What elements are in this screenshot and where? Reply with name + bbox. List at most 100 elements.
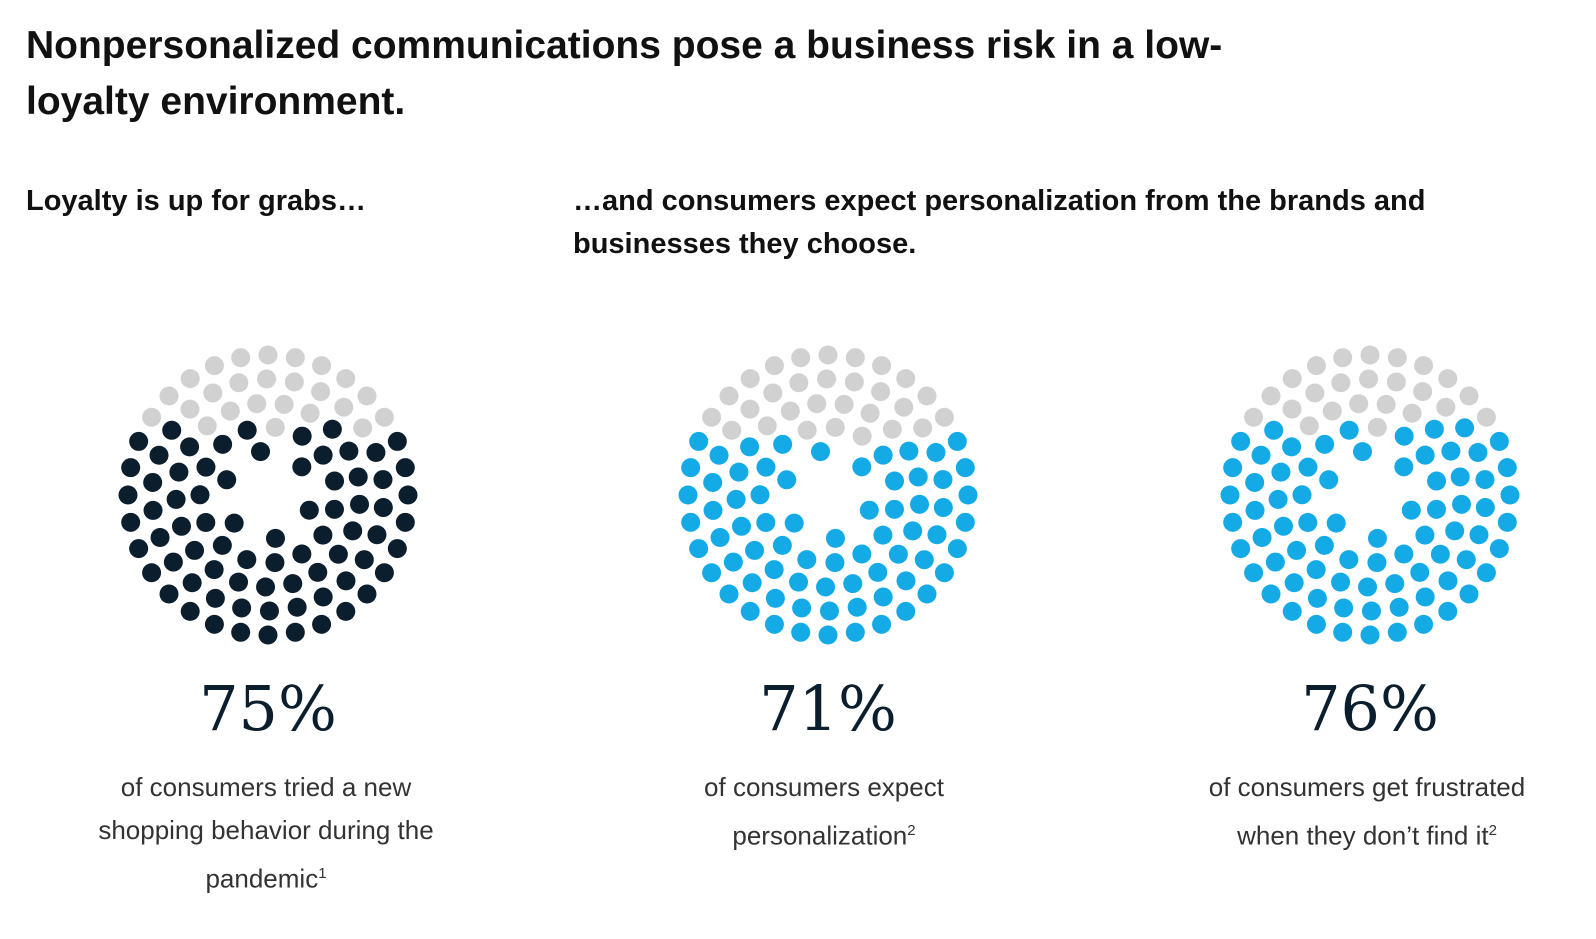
- footnote-marker: 1: [318, 865, 327, 882]
- dot-filled: [1427, 471, 1447, 491]
- dot-empty: [852, 426, 872, 446]
- dot-filled: [212, 535, 232, 555]
- dot-filled: [196, 512, 216, 532]
- dot-filled: [1292, 485, 1312, 505]
- dot-filled: [1459, 584, 1479, 604]
- dot-filled: [322, 419, 342, 439]
- dot-filled: [818, 625, 838, 645]
- dot-empty: [844, 372, 864, 392]
- dot-filled: [232, 598, 252, 618]
- dot-empty: [825, 417, 845, 437]
- dot-filled: [121, 512, 141, 532]
- dot-empty: [797, 420, 817, 440]
- dot-filled: [325, 471, 345, 491]
- dot-filled: [847, 597, 867, 617]
- dot-filled: [1394, 426, 1414, 446]
- dot-empty: [757, 416, 777, 436]
- caption-text: of consumers expect personalization: [704, 772, 944, 851]
- dot-filled: [204, 560, 224, 580]
- dot-filled: [251, 442, 271, 462]
- dot-filled: [256, 577, 276, 597]
- dot-filled: [852, 457, 872, 477]
- dot-empty: [1386, 372, 1406, 392]
- dot-filled: [1414, 614, 1434, 634]
- dot-filled: [283, 574, 303, 594]
- dot-filled: [868, 562, 888, 582]
- dot-filled: [710, 527, 730, 547]
- dot-filled: [1331, 572, 1351, 592]
- dot-empty: [1402, 403, 1422, 423]
- dot-empty: [374, 407, 394, 427]
- dot-filled: [387, 539, 407, 559]
- dot-filled: [1475, 470, 1495, 490]
- dot-empty: [860, 403, 880, 423]
- dot-filled: [1306, 560, 1326, 580]
- dot-empty: [722, 420, 742, 440]
- dot-filled: [689, 539, 709, 559]
- dot-empty: [1360, 345, 1380, 365]
- dot-filled: [1358, 577, 1378, 597]
- dot-filled: [190, 485, 210, 505]
- dot-filled: [689, 431, 709, 451]
- dot-filled: [336, 571, 356, 591]
- dot-filled: [1326, 513, 1346, 533]
- dot-filled: [1353, 442, 1373, 462]
- dot-filled: [819, 601, 839, 621]
- dot-filled: [756, 512, 776, 532]
- dot-filled: [308, 562, 328, 582]
- dot-filled: [1455, 418, 1475, 438]
- dot-empty: [917, 386, 937, 406]
- dot-filled: [312, 614, 332, 634]
- dot-filled: [955, 512, 975, 532]
- dot-filled: [1426, 499, 1446, 519]
- dot-filled: [678, 485, 698, 505]
- dot-filled: [1231, 539, 1251, 559]
- dot-empty: [1438, 369, 1458, 389]
- dot-filled: [1361, 601, 1381, 621]
- dot-empty: [740, 399, 760, 419]
- dot-empty: [258, 345, 278, 365]
- dot-filled: [825, 553, 845, 573]
- dot-filled: [292, 426, 312, 446]
- dot-filled: [1456, 550, 1476, 570]
- dot-filled: [723, 552, 743, 572]
- dot-filled: [852, 544, 872, 564]
- dot-filled: [765, 588, 785, 608]
- dot-empty: [1387, 348, 1407, 368]
- dot-filled: [1339, 550, 1359, 570]
- footnote-marker: 2: [907, 822, 916, 839]
- dot-filled: [681, 458, 701, 478]
- dot-filled: [896, 571, 916, 591]
- dot-filled: [1245, 500, 1265, 520]
- dot-empty: [1359, 369, 1379, 389]
- dot-filled: [1415, 525, 1435, 545]
- stat-caption-1: of consumers tried a new shopping behavi…: [66, 766, 466, 901]
- dot-empty: [142, 407, 162, 427]
- dot-filled: [398, 485, 418, 505]
- dot-filled: [811, 442, 831, 462]
- subheading-loyalty: Loyalty is up for grabs…: [26, 185, 366, 217]
- dot-empty: [180, 369, 200, 389]
- dot-filled: [740, 601, 760, 621]
- dot-filled: [1282, 601, 1302, 621]
- dot-filled: [1430, 544, 1450, 564]
- caption-text: of consumers get frustrated when they do…: [1208, 772, 1526, 851]
- dot-filled: [1401, 500, 1421, 520]
- stat-caption-2: of consumers expect personalization2: [624, 766, 1024, 858]
- dot-empty: [740, 369, 760, 389]
- dot-filled: [163, 552, 183, 572]
- dot-filled: [1415, 587, 1435, 607]
- dot-filled: [1367, 528, 1387, 548]
- dot-filled: [703, 472, 723, 492]
- dot-filled: [1306, 614, 1326, 634]
- dot-filled: [756, 457, 776, 477]
- dot-empty: [1282, 399, 1302, 419]
- dot-filled: [933, 498, 953, 518]
- dot-filled: [357, 584, 377, 604]
- dot-empty: [231, 348, 251, 368]
- dot-filled: [703, 500, 723, 520]
- dot-empty: [1413, 382, 1433, 402]
- caption-text: of consumers tried a new shopping behavi…: [98, 772, 434, 894]
- dot-filled: [169, 462, 189, 482]
- dot-filled: [1489, 539, 1509, 559]
